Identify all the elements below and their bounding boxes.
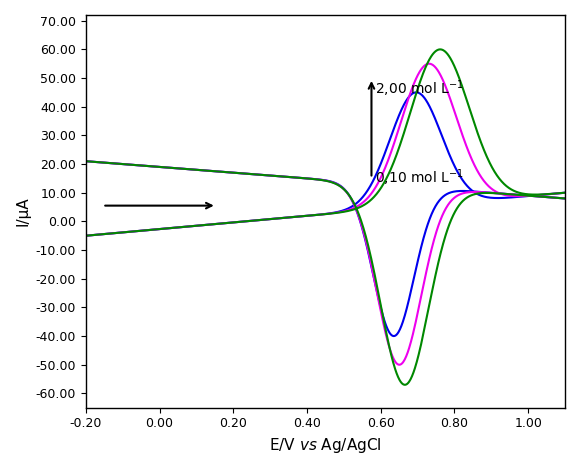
Y-axis label: I/μA: I/μA: [15, 196, 30, 226]
Text: 2,00 mol L$^{-1}$: 2,00 mol L$^{-1}$: [375, 78, 464, 99]
X-axis label: E/V $\it{vs}$ Ag/AgCl: E/V $\it{vs}$ Ag/AgCl: [269, 436, 382, 455]
Text: 0,10 mol L$^{-1}$: 0,10 mol L$^{-1}$: [375, 167, 464, 188]
